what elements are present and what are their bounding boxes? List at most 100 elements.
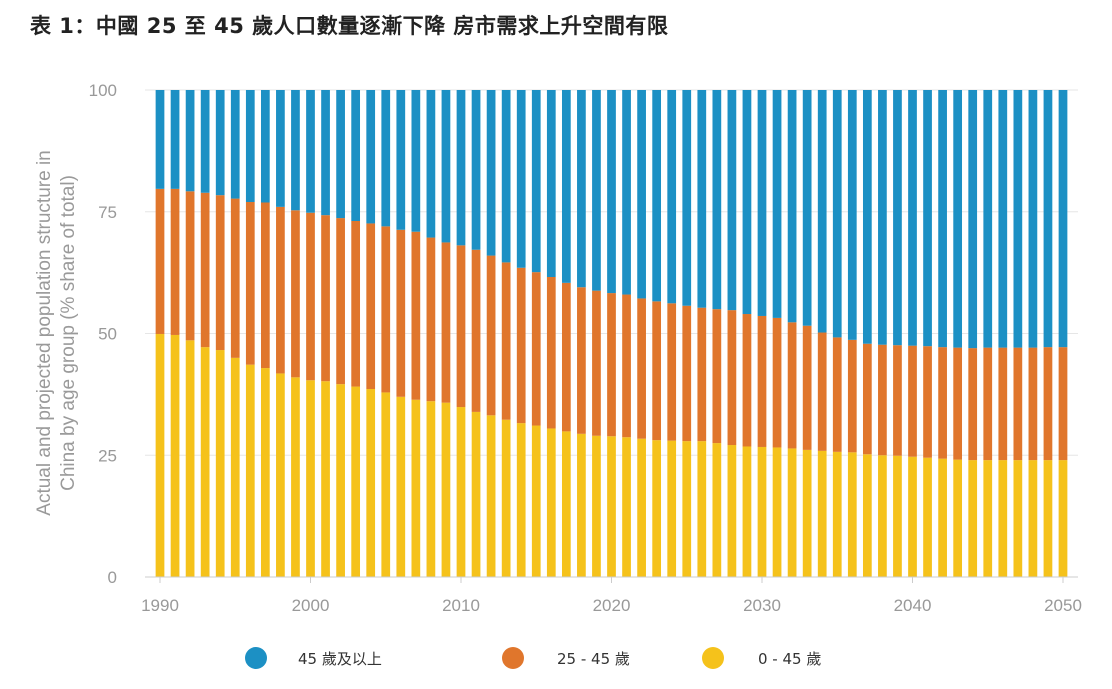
bar-segment-age-0-45: [1028, 460, 1038, 577]
bar-segment-age-0-45: [230, 357, 240, 577]
bar-segment-age-0-45: [396, 396, 406, 577]
bar-segment-age-25-45: [321, 215, 330, 382]
bar-segment-age-0-45: [637, 438, 646, 577]
bar-segment-age-45-plus: [772, 90, 782, 318]
x-axis: 1990 2000 2010 2020 2030 2040 2050: [141, 576, 1082, 615]
bar-segment-age-25-45: [1058, 347, 1068, 461]
y-tick-label: 0: [108, 568, 117, 587]
bar-segment-age-0-45: [291, 377, 300, 577]
bar-segment-age-25-45: [968, 348, 978, 461]
bar-segment-age-0-45: [938, 458, 947, 577]
bar-segment-age-45-plus: [516, 90, 526, 268]
bar-segment-age-45-plus: [170, 90, 180, 189]
bar-segment-age-25-45: [938, 347, 947, 459]
bar-segment-age-45-plus: [847, 90, 857, 340]
bar-segment-age-25-45: [291, 210, 300, 378]
bar-segment-age-45-plus: [712, 90, 722, 310]
bar-segment-age-45-plus: [908, 90, 917, 346]
bar-segment-age-45-plus: [622, 90, 631, 295]
bar-segment-age-0-45: [772, 447, 782, 577]
bar-segment-age-25-45: [757, 315, 767, 447]
bar-segment-age-45-plus: [697, 90, 707, 308]
bar-segment-age-25-45: [471, 249, 481, 412]
bar-segment-age-45-plus: [1043, 90, 1053, 348]
bar-segment-age-0-45: [893, 455, 902, 577]
bar-segment-age-25-45: [276, 206, 285, 374]
bar-segment-age-25-45: [712, 309, 722, 444]
bar-segment-age-25-45: [637, 298, 646, 439]
bar-segment-age-0-45: [1013, 460, 1023, 577]
bar-segment-age-25-45: [727, 310, 737, 446]
bar-segment-age-25-45: [592, 290, 601, 436]
bar-segment-age-0-45: [998, 460, 1008, 577]
bar-segment-age-25-45: [351, 221, 361, 387]
bar-segment-age-0-45: [200, 347, 210, 577]
bar-segment-age-0-45: [185, 340, 195, 577]
bar-segment-age-0-45: [923, 457, 932, 577]
bar-segment-age-45-plus: [366, 90, 376, 224]
bar-segment-age-45-plus: [155, 90, 165, 189]
bar-segment-age-0-45: [155, 333, 165, 577]
bar-segment-age-45-plus: [351, 90, 361, 222]
bar-segment-age-0-45: [306, 380, 315, 577]
bar-segment-age-25-45: [832, 337, 842, 452]
bar-segment-age-0-45: [862, 454, 872, 577]
bar-segment-age-45-plus: [276, 90, 285, 207]
bar-segment-age-25-45: [486, 255, 496, 416]
bar-segment-age-45-plus: [471, 90, 481, 250]
bar-segment-age-25-45: [336, 218, 345, 385]
bar-segment-age-0-45: [607, 436, 616, 577]
bar-segment-age-25-45: [953, 347, 963, 460]
bar-segment-age-45-plus: [983, 90, 993, 348]
bar-segment-age-25-45: [501, 262, 511, 420]
bar-segment-age-0-45: [170, 334, 180, 577]
legend-label: 25 - 45 歲: [557, 650, 630, 668]
bar-segment-age-45-plus: [501, 90, 511, 263]
bar-segment-age-25-45: [516, 267, 526, 424]
bar-segment-age-45-plus: [200, 90, 210, 193]
bar-segment-age-45-plus: [215, 90, 225, 196]
bar-segment-age-0-45: [215, 350, 225, 577]
bar-segment-age-0-45: [742, 446, 752, 577]
bar-segment-age-0-45: [847, 452, 857, 577]
bar-segment-age-45-plus: [1013, 90, 1023, 348]
bar-segment-age-25-45: [682, 305, 692, 442]
x-tick-label: 1990: [141, 596, 179, 615]
bar-segment-age-0-45: [336, 384, 345, 577]
bar-segment-age-25-45: [366, 223, 376, 390]
y-tick-label: 25: [98, 446, 117, 465]
bar-segment-age-45-plus: [531, 90, 541, 273]
bar-segment-age-25-45: [878, 344, 887, 456]
bar-segment-age-45-plus: [306, 90, 315, 213]
legend-swatch: [702, 647, 724, 669]
bar-segment-age-0-45: [697, 441, 707, 577]
bar-segment-age-45-plus: [1028, 90, 1038, 348]
bar-segment-age-25-45: [546, 277, 556, 429]
bar-segment-age-25-45: [802, 325, 812, 450]
bar-segment-age-0-45: [802, 449, 812, 577]
bar-segment-age-45-plus: [787, 90, 797, 323]
bar-segment-age-45-plus: [802, 90, 812, 326]
x-tick-label: 2040: [894, 596, 932, 615]
bar-segment-age-45-plus: [1058, 90, 1068, 348]
bar-segment-age-25-45: [1028, 347, 1038, 461]
bar-segment-age-0-45: [787, 448, 797, 577]
bar-segment-age-25-45: [441, 242, 451, 403]
bar-segment-age-0-45: [381, 392, 391, 577]
bar-segment-age-45-plus: [441, 90, 451, 243]
bar-segment-age-45-plus: [757, 90, 767, 316]
bar-segment-age-0-45: [727, 445, 737, 577]
bar-segment-age-25-45: [923, 346, 932, 458]
bar-segment-age-0-45: [622, 437, 631, 577]
bar-segment-age-45-plus: [607, 90, 616, 294]
bar-segment-age-0-45: [757, 446, 767, 577]
bar-segment-age-45-plus: [230, 90, 240, 199]
bar-segment-age-25-45: [396, 229, 406, 397]
y-tick-label: 100: [89, 81, 117, 100]
bar-segment-age-45-plus: [321, 90, 330, 216]
bar-segment-age-25-45: [306, 212, 315, 381]
bar-segment-age-45-plus: [862, 90, 872, 344]
bar-segment-age-45-plus: [411, 90, 421, 232]
bar-segment-age-25-45: [456, 245, 466, 408]
bar-segment-age-0-45: [471, 411, 481, 577]
